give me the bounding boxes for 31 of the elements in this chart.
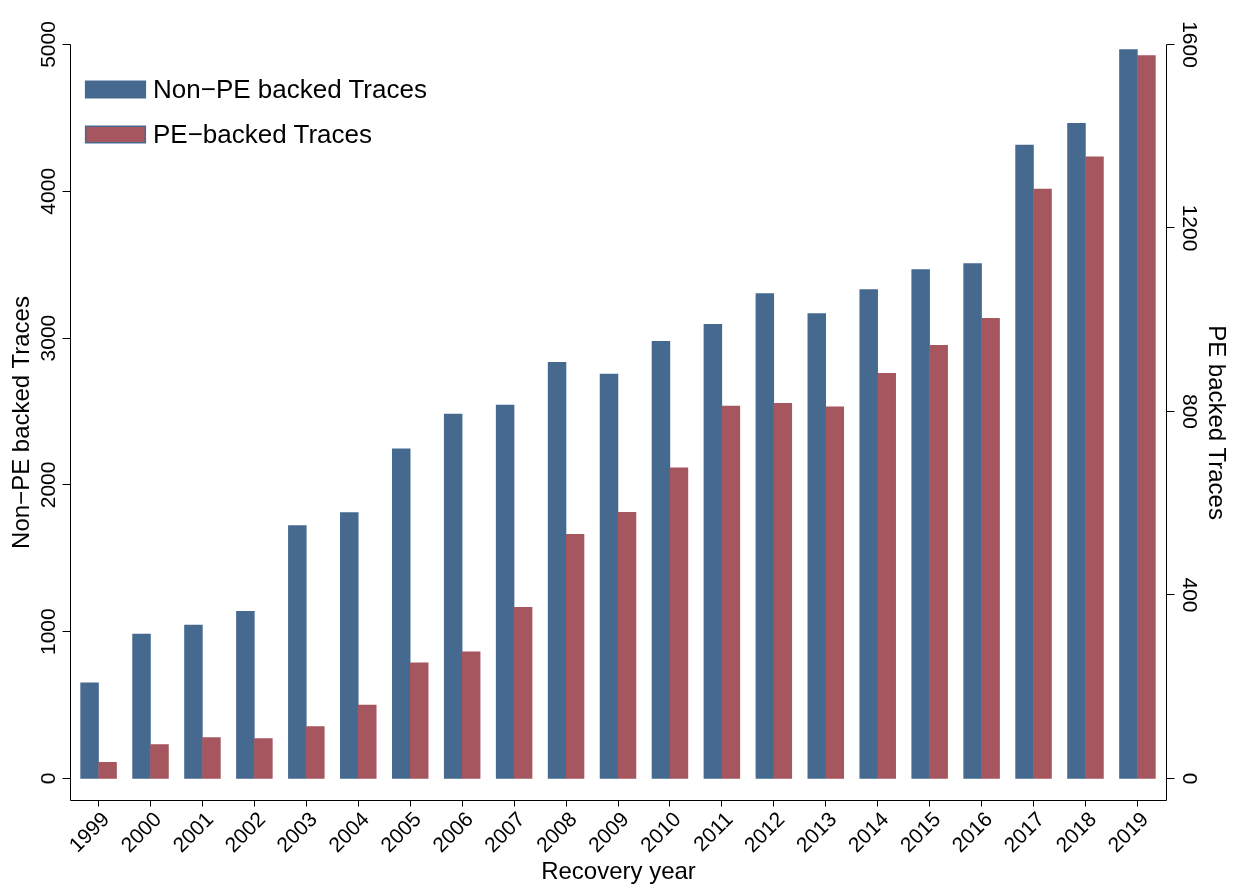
y-axis-title: Non−PE backed Traces	[6, 296, 34, 549]
y2-tick-label: 0	[1178, 772, 1202, 785]
bar	[236, 610, 255, 779]
bar	[150, 744, 169, 779]
bar	[391, 448, 411, 779]
bar	[495, 404, 515, 779]
x-axis-title: Recovery year	[541, 857, 696, 885]
y-tick-label: 4000	[35, 167, 59, 215]
bar	[184, 624, 203, 779]
bar	[288, 525, 307, 779]
legend-label: Non−PE backed Traces	[153, 73, 427, 104]
bar	[132, 633, 151, 779]
y-tick-label: 0	[35, 772, 59, 785]
y-tick-label: 3000	[35, 314, 59, 362]
y-tick-label: 1000	[35, 608, 59, 656]
bar	[254, 738, 273, 779]
bar	[443, 413, 463, 779]
y2-tick-label: 800	[1178, 393, 1202, 430]
y2-tick-label: 1600	[1178, 21, 1202, 68]
bar	[98, 762, 117, 779]
bar	[340, 512, 359, 779]
y-tick-label: 2000	[35, 461, 59, 509]
legend-label: PE−backed Traces	[153, 118, 372, 149]
bar	[202, 737, 221, 779]
bar	[358, 704, 377, 779]
bar	[80, 682, 99, 779]
y2-tick-label: 1200	[1178, 204, 1202, 252]
y-tick-label: 5000	[35, 21, 59, 68]
bar	[306, 726, 325, 779]
y2-tick-label: 400	[1178, 577, 1202, 613]
y2-axis-title: PE backed Traces	[1203, 325, 1231, 520]
